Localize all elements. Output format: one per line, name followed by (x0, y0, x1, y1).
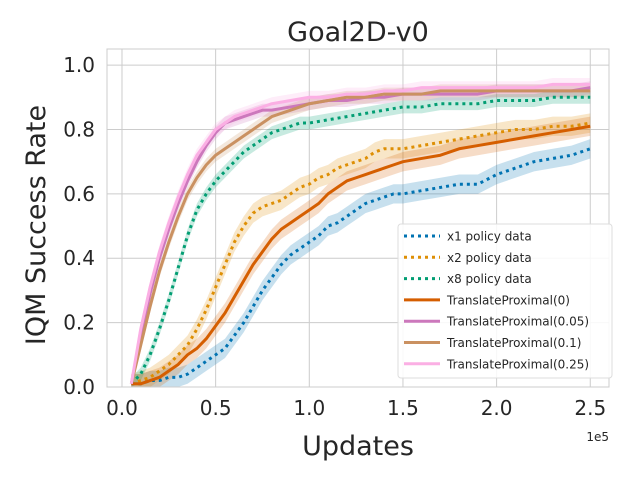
x-tick-label: 1.0 (293, 396, 325, 420)
x-tick-label: 2.0 (481, 396, 513, 420)
confidence-bands (131, 77, 591, 388)
line-x2-policy-data (130, 121, 591, 386)
legend-label: TranslateProximal(0.05) (446, 315, 589, 329)
plot-frame (106, 48, 610, 388)
series-lines (129, 82, 591, 386)
y-tick-label: 0.4 (63, 246, 95, 270)
legend: x1 policy data x2 policy data x8 policy da… (397, 223, 613, 379)
x-tick-label: 0.5 (200, 396, 232, 420)
y-axis-label: IQM Success Rate (21, 105, 52, 345)
y-tick-label: 0.2 (63, 311, 95, 335)
line-translateproximal-0 (131, 124, 591, 386)
band-x2-policy-data (131, 113, 591, 387)
legend-label: TranslateProximal(0.1) (446, 336, 581, 350)
legend-label: x8 policy data (447, 272, 532, 286)
line-translateproximal-0-1 (129, 89, 591, 385)
x-axis-label: Updates (302, 431, 414, 462)
tick-labels: 0.0 0.5 1.0 1.5 2.0 2.5 0.0 0.2 0.4 0.6 0.8 1.0 (63, 53, 606, 420)
legend-label: x2 policy data (447, 251, 532, 265)
legend-label: x1 policy data (447, 230, 532, 244)
legend-label: TranslateProximal(0.25) (446, 357, 589, 371)
y-tick-label: 0.8 (63, 117, 95, 141)
legend-label: TranslateProximal(0) (446, 293, 570, 307)
x-tick-label: 0.0 (106, 396, 138, 420)
y-tick-label: 0.0 (63, 375, 95, 399)
line-translateproximal-0-25 (129, 82, 591, 385)
legend-box (397, 223, 613, 379)
x-tick-label: 2.5 (574, 396, 606, 420)
grid (107, 49, 609, 388)
band-x1-policy-data (131, 139, 591, 387)
y-tick-label: 1.0 (63, 53, 95, 77)
x-tick-label: 1.5 (387, 396, 419, 420)
line-x8-policy-data (130, 95, 591, 385)
line-x1-policy-data (131, 147, 591, 386)
chart-title: Goal2D-v0 (287, 17, 429, 48)
y-tick-label: 0.6 (63, 182, 95, 206)
x-axis-offset-label: 1e5 (586, 430, 609, 444)
band-translateproximal-0 (131, 116, 591, 387)
